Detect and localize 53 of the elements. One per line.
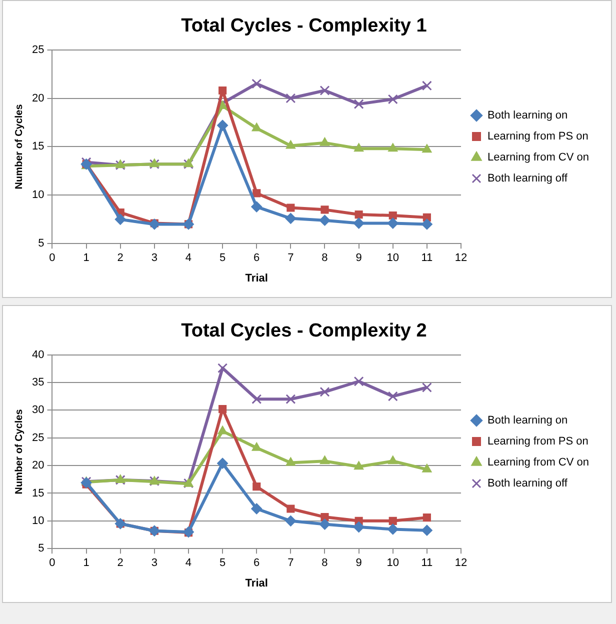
x-tick-label: 1 [83, 252, 90, 264]
y-tick-label: 15 [32, 487, 44, 500]
x-tick-label: 8 [322, 252, 328, 264]
x-tick-label: 5 [219, 557, 226, 570]
legend-label: Learning from CV on [488, 456, 589, 469]
y-tick-label: 5 [38, 542, 44, 555]
y-tick-label: 25 [32, 432, 44, 444]
y-tick-label: 5 [38, 238, 44, 250]
x-axis-title: Trial [245, 272, 268, 284]
y-tick-label: 10 [32, 189, 44, 202]
chart-title: Total Cycles - Complexity 2 [181, 320, 427, 342]
x-tick-label: 9 [356, 252, 362, 264]
y-tick-label: 25 [32, 44, 44, 56]
x-tick-label: 9 [356, 557, 362, 570]
x-tick-label: 6 [254, 252, 260, 264]
x-axis-title: Trial [245, 577, 268, 590]
x-tick-label: 0 [49, 252, 56, 264]
x-tick-label: 4 [185, 557, 192, 570]
x-tick-label: 7 [288, 557, 294, 570]
x-tick-label: 11 [421, 557, 433, 570]
x-tick-label: 4 [185, 252, 192, 264]
y-tick-label: 30 [32, 404, 44, 416]
x-tick-label: 8 [322, 557, 328, 570]
x-tick-label: 3 [151, 557, 158, 570]
y-axis-title: Number of Cycles [14, 104, 25, 190]
y-tick-label: 20 [32, 460, 44, 472]
x-tick-label: 2 [117, 557, 124, 570]
y-tick-label: 35 [32, 376, 44, 389]
legend-label: Both learning off [488, 172, 568, 185]
legend-label: Learning from PS on [488, 130, 588, 143]
x-tick-label: 1 [83, 557, 90, 570]
x-tick-label: 11 [421, 252, 433, 264]
x-tick-label: 0 [49, 557, 56, 570]
legend-label: Both learning on [488, 414, 568, 427]
x-tick-label: 10 [386, 557, 399, 570]
x-tick-label: 6 [254, 557, 260, 570]
y-axis-title: Number of Cycles [14, 408, 25, 494]
legend-label: Learning from PS on [488, 436, 588, 448]
x-tick-label: 5 [219, 252, 226, 264]
x-tick-label: 12 [454, 557, 468, 570]
y-tick-label: 20 [32, 92, 44, 104]
legend-label: Both learning off [488, 478, 568, 490]
y-tick-label: 15 [32, 140, 44, 153]
y-tick-label: 10 [32, 514, 44, 527]
x-tick-label: 2 [117, 252, 124, 264]
legend-label: Learning from CV on [488, 152, 589, 164]
legend-label: Both learning on [488, 110, 568, 122]
x-tick-label: 3 [151, 252, 158, 264]
chart-title: Total Cycles - Complexity 1 [181, 16, 428, 37]
y-tick-label: 40 [32, 348, 44, 361]
x-tick-label: 10 [386, 252, 399, 264]
x-tick-label: 7 [288, 252, 294, 264]
x-tick-label: 12 [454, 252, 468, 264]
